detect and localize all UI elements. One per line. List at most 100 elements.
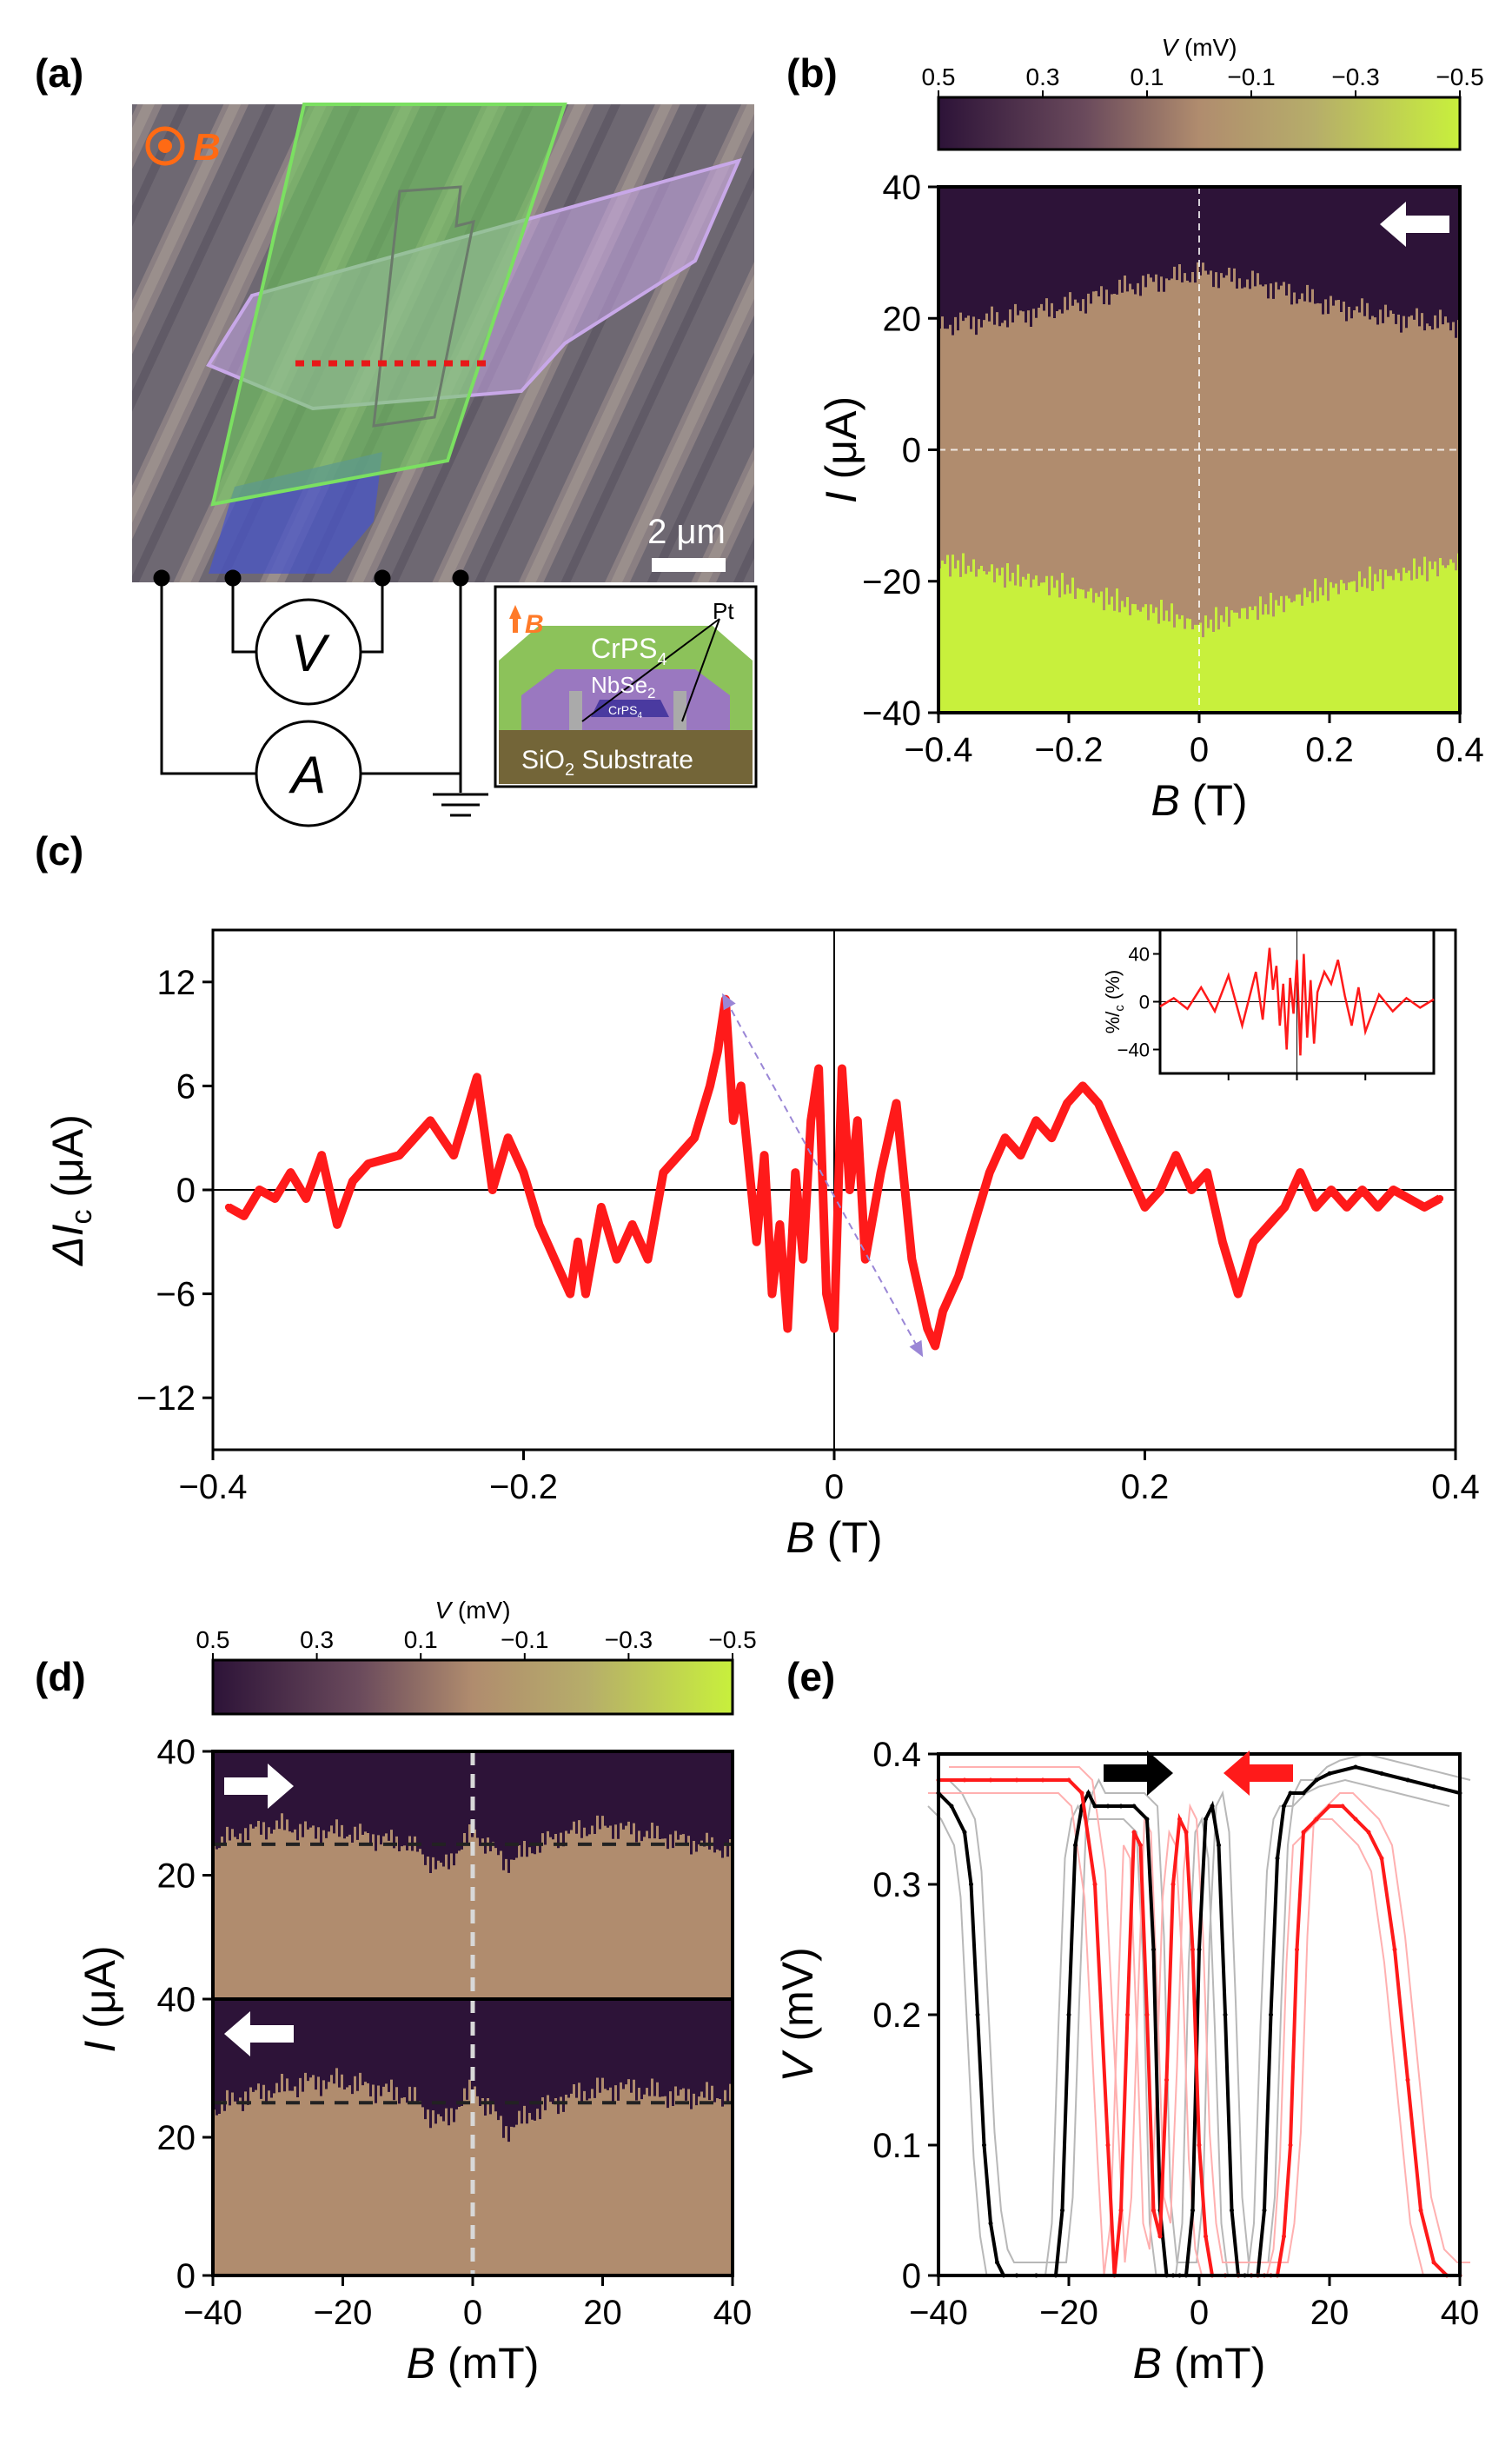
panel-c-ytick-label: 12 [157, 964, 196, 1002]
panel-e-series-right-point [1301, 1790, 1306, 1796]
panel-c-data-point [792, 1169, 799, 1177]
panel-c-data-point [908, 1255, 916, 1263]
panel-d-colorbar-tick-label: 0.3 [300, 1626, 334, 1653]
panel-e-series-right-point [1197, 1947, 1202, 1952]
panel-e-series-right-point [949, 1804, 954, 1809]
panel-e-series-left-point [1118, 2208, 1124, 2213]
panel-c-data-point [675, 1152, 683, 1159]
panel-c-data-point [644, 1255, 652, 1263]
panel-c-data-point [582, 1290, 589, 1298]
panel-e-series-left-point [1405, 2077, 1410, 2083]
panel-e-xtick-label: 40 [1441, 2294, 1480, 2332]
panel-c-data-point [1312, 1203, 1320, 1211]
panel-d-sub0-ytick-label: 20 [157, 1857, 196, 1896]
panel-e-series-right-point [1223, 2012, 1228, 2017]
panel-d-colorbar-tick-label: 0.5 [196, 1626, 230, 1653]
inset-substrate-label: SiO2 Substrate [521, 746, 693, 780]
panel-e-ytick-label: 0.2 [872, 1996, 921, 2035]
panel-c-data-point [955, 1272, 962, 1280]
panel-c-data-point [970, 1220, 978, 1228]
panel-e-series-right-point [1230, 2208, 1234, 2213]
panel-e-series-right-point [962, 1830, 967, 1835]
field-label: B [193, 126, 221, 169]
panel-c-data-point [877, 1169, 885, 1177]
panel-e-xtick-label: −20 [1039, 2294, 1098, 2332]
panel-d-sub0-ytick-label: 0 [176, 1981, 196, 2019]
panel-c-data-point [613, 1255, 620, 1263]
panel-c-data-point [504, 1134, 512, 1142]
panel-e-series-left-point [1092, 1882, 1098, 1887]
panel-d-sub1-ytick-label: 0 [176, 2257, 196, 2295]
voltmeter-label: V [291, 624, 330, 682]
panel-e-ylabel: V (mV) [773, 1947, 822, 2083]
panel-e-series-right-point [1092, 1804, 1098, 1809]
panel-d-colorbar-tick-label: −0.3 [605, 1626, 653, 1653]
panel-d-colorbar [211, 1658, 734, 1716]
panel-c-ytick-label: −6 [156, 1276, 196, 1314]
panel-e-series-right-point [1190, 2208, 1195, 2213]
panel-e-series-left-point [1157, 2234, 1163, 2239]
panel-c-data-point [691, 1134, 699, 1142]
panel-c-data-point [729, 1117, 737, 1125]
panel-e-series-right-point [1118, 1804, 1124, 1809]
panel-c: (c) −0.4 −0.2 0 0.2 0.4 12 6 0 −6 −12 B (T) ΔIc (μA)… [35, 828, 1480, 1562]
panel-e-series-left-point [1353, 1817, 1358, 1822]
panel-e-series-left-point [1197, 2142, 1202, 2148]
panel-e-series-right-point [1269, 2012, 1273, 2017]
panel-c-data-point [395, 1152, 403, 1159]
panel-b-colorbar-tick-label: −0.5 [1436, 63, 1483, 90]
panel-b-xtick-label: 0 [1190, 731, 1209, 769]
panel-c-data-point [334, 1220, 341, 1228]
inset-crps4-small-label: CrPS4 [608, 703, 642, 721]
panel-e-sweep-right-arrow-icon [1104, 1750, 1173, 1796]
panel-c-data-point [1032, 1117, 1040, 1125]
panel-e-series-left-point [1295, 1947, 1299, 1952]
panel-e-series-left-point [1079, 1790, 1084, 1796]
panel-e-series-right-point [988, 2221, 993, 2226]
panel-b-xtick-label: 0.4 [1436, 731, 1484, 769]
panel-b-colorbar-tick-label: 0.1 [1131, 63, 1164, 90]
panel-a-label: (a) [35, 50, 83, 96]
panel-b-xtick-label: 0.2 [1305, 731, 1354, 769]
panel-c-xtick-label: −0.4 [179, 1468, 248, 1506]
panel-c-inset-series-line [1159, 947, 1435, 1056]
panel-c-data-point [1141, 1203, 1149, 1211]
panel-a: (a) B 2 μm V A [35, 50, 758, 827]
panel-d-sub0-ytick-label: 40 [157, 1733, 196, 1771]
panel-e-series-left-point [1314, 1817, 1319, 1822]
panel-c-data-point [1328, 1186, 1335, 1193]
panel-c-data-point [488, 1186, 496, 1193]
inset-pt-label: Pt [713, 598, 734, 624]
scale-bar-label: 2 μm [647, 513, 726, 551]
panel-c-data-point [1250, 1238, 1257, 1246]
panel-e-series-right-point [1353, 1764, 1358, 1770]
panel-e-series-left-repeat-line [928, 1792, 1449, 2276]
panel-c-data-point [706, 1082, 713, 1090]
panel-e-xlabel: B (mT) [1133, 2339, 1266, 2388]
panel-e-series-right-point [1288, 1790, 1293, 1796]
pt-left [569, 691, 582, 730]
panel-b-ytick-label: −20 [862, 563, 921, 601]
panel-d-sub0-heatmap-positive-region [213, 1751, 733, 1873]
panel-e-series-left-point [1151, 2208, 1156, 2213]
panel-e-ytick-label: 0.4 [872, 1736, 921, 1774]
panel-d-sub0-sweep-arrow-icon [224, 1764, 294, 1809]
panel-c-data-point [815, 1065, 823, 1073]
panel-e-series-right-point [1144, 1817, 1150, 1822]
panel-e: (e) −40 −20 0 20 40 0.4 0.3 0.2 0.1 0 B (mT) V (mV) [773, 1654, 1479, 2388]
panel-c-data-point [799, 1255, 807, 1263]
panel-c-data-point [1048, 1134, 1056, 1142]
panel-e-series-left-point [1170, 1882, 1176, 1887]
panel-e-series-left-point [1105, 2142, 1111, 2148]
panel-e-series-right-point [975, 2012, 980, 2017]
panel-e-series-right-point [1131, 1804, 1137, 1809]
panel-e-series-right-point [1210, 1804, 1215, 1809]
panel-e-series-right-point [1379, 1771, 1384, 1776]
panel-e-series-left-point [1066, 1777, 1071, 1783]
panel-c-data-point [737, 1082, 745, 1090]
panel-c-data-point [932, 1342, 939, 1350]
field-dot-icon [158, 139, 172, 153]
panel-e-series-left-point [1282, 2234, 1286, 2239]
panel-c-data-point [450, 1152, 458, 1159]
panel-c-data-point [753, 1238, 760, 1246]
